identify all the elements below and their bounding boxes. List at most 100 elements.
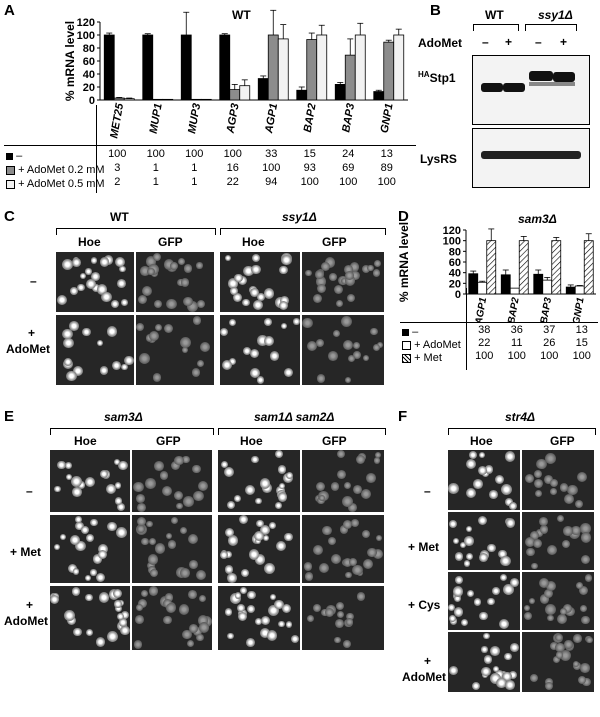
yeast-cell xyxy=(112,588,123,599)
yeast-cell xyxy=(249,288,259,298)
yeast-cell xyxy=(466,459,477,470)
yeast-cell xyxy=(346,612,354,621)
yeast-cell xyxy=(137,295,147,305)
yeast-cell xyxy=(449,614,456,622)
yeast-cell xyxy=(502,672,512,682)
yeast-cell xyxy=(328,536,337,545)
yeast-cell xyxy=(355,454,366,465)
yeast-cell xyxy=(246,638,256,648)
yeast-cell xyxy=(147,554,159,565)
yeast-cell xyxy=(324,257,336,268)
yeast-cell xyxy=(334,636,341,644)
yeast-cell xyxy=(257,335,268,346)
yeast-cell xyxy=(453,594,462,603)
yeast-cell xyxy=(280,323,288,330)
yeast-cell xyxy=(170,261,178,270)
yeast-cell xyxy=(351,519,359,527)
yeast-cell xyxy=(449,519,458,528)
yeast-cell xyxy=(254,531,265,542)
yeast-cell xyxy=(315,276,327,287)
panel-label-e: E xyxy=(4,408,15,425)
yeast-cell xyxy=(281,603,291,613)
yeast-cell xyxy=(229,593,241,605)
yeast-cell xyxy=(535,528,544,537)
yeast-cell xyxy=(63,609,75,621)
yeast-cell xyxy=(283,367,294,378)
yeast-cell xyxy=(278,465,287,474)
western-blot-lysrs xyxy=(472,128,590,188)
yeast-cell xyxy=(192,626,202,636)
yeast-cell xyxy=(187,533,198,544)
yeast-cell xyxy=(500,484,512,496)
yeast-cell xyxy=(170,460,180,470)
yeast-cell xyxy=(197,480,208,491)
yeast-cell xyxy=(372,269,381,277)
yeast-cell xyxy=(187,590,197,599)
yeast-cell xyxy=(251,265,261,275)
row-label-met: + Met xyxy=(408,540,440,554)
yeast-cell xyxy=(524,474,535,484)
yeast-cell xyxy=(263,318,272,327)
yeast-cell xyxy=(159,471,168,480)
micrograph-hoechst xyxy=(56,315,134,385)
yeast-cell xyxy=(479,552,488,562)
band xyxy=(481,83,503,92)
yeast-cell xyxy=(117,279,127,289)
yeast-cell xyxy=(547,614,554,622)
yeast-cell xyxy=(74,540,86,552)
yeast-cell xyxy=(65,461,72,469)
yeast-cell xyxy=(530,562,538,570)
yeast-cell xyxy=(465,552,474,561)
table-cell: 1 xyxy=(191,176,198,188)
yeast-cell xyxy=(479,611,489,621)
yeast-cell xyxy=(153,252,162,261)
yeast-cell xyxy=(473,479,484,490)
yeast-cell xyxy=(505,518,516,528)
yeast-cell xyxy=(178,603,190,615)
bar xyxy=(162,98,174,101)
yeast-cell xyxy=(302,318,313,329)
yeast-cell xyxy=(53,543,61,551)
legend-swatch-black xyxy=(402,328,409,336)
yeast-cell xyxy=(173,490,183,500)
yeast-cell xyxy=(315,481,326,492)
yeast-cell xyxy=(343,640,352,649)
yeast-cell xyxy=(278,482,286,490)
micrograph-gfp xyxy=(132,586,212,650)
yeast-cell xyxy=(50,594,60,605)
micrograph-hoechst xyxy=(220,252,300,312)
table-cell: 15 xyxy=(303,148,316,160)
yeast-cell xyxy=(110,299,119,308)
y-tick-label: 120 xyxy=(77,17,95,29)
yeast-cell xyxy=(372,344,380,352)
yeast-cell xyxy=(135,603,144,612)
yeast-cell xyxy=(268,604,280,616)
yeast-cell xyxy=(353,351,361,359)
yeast-cell xyxy=(349,262,359,272)
yeast-cell xyxy=(228,357,237,366)
yeast-cell xyxy=(107,326,118,337)
table-cell: 100 xyxy=(572,350,591,362)
yeast-cell xyxy=(549,479,559,488)
yeast-cell xyxy=(154,324,162,332)
yeast-cell xyxy=(303,562,313,571)
yeast-cell xyxy=(452,537,460,544)
yeast-cell xyxy=(65,474,73,481)
yeast-cell xyxy=(577,676,586,685)
yeast-cell xyxy=(547,545,558,556)
panel-f-bracket xyxy=(448,428,596,435)
yeast-cell xyxy=(375,535,382,542)
yeast-cell xyxy=(370,327,378,336)
micrograph-gfp xyxy=(132,515,212,583)
yeast-cell xyxy=(180,278,190,287)
yeast-cell xyxy=(140,589,148,597)
yeast-cell xyxy=(469,450,477,459)
legend-swatch-white xyxy=(6,179,15,189)
yeast-cell xyxy=(196,262,203,269)
yeast-cell xyxy=(165,532,172,539)
yeast-cell xyxy=(455,576,463,584)
micrograph-hoechst xyxy=(448,450,520,510)
yeast-cell xyxy=(342,339,354,351)
bar xyxy=(486,240,497,295)
yeast-cell xyxy=(344,270,354,280)
